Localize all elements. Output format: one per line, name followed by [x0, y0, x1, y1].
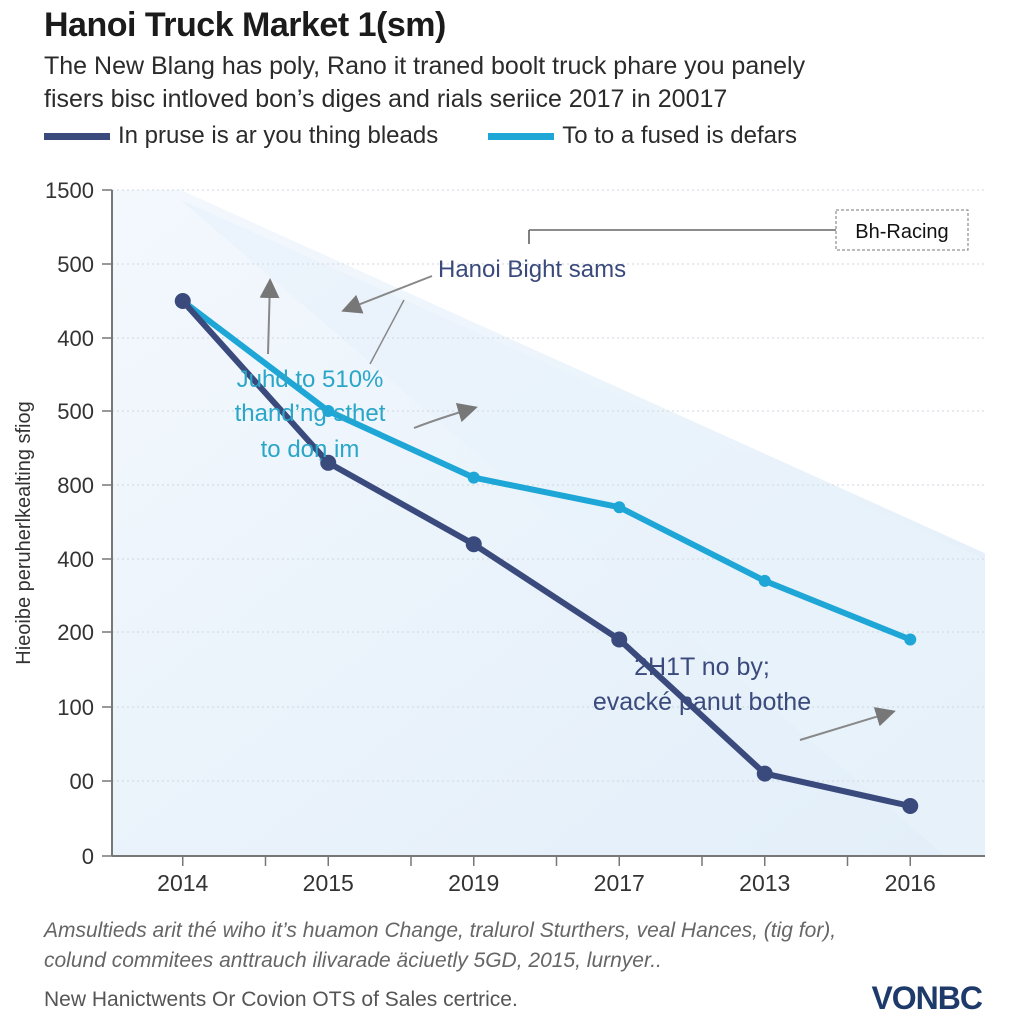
legend-item-series-1: In pruse is ar you thing bleads [44, 122, 438, 150]
data-point-series-2 [467, 471, 480, 484]
x-tick-label: 2014 [157, 870, 208, 896]
y-tick-label: 200 [57, 620, 94, 645]
publisher-logo: VONBC [871, 980, 983, 1016]
data-point-series-1 [320, 454, 337, 471]
data-point-series-2 [758, 574, 771, 587]
y-tick-label: 500 [57, 252, 94, 277]
plot-shade-band [180, 200, 985, 856]
annotation-juhd-line-2: thand’ng sthet [235, 400, 386, 427]
y-tick-label: 00 [70, 769, 94, 794]
annotation-juhd-line-3: to doṇ im [261, 436, 360, 463]
data-point-series-1 [465, 536, 482, 553]
annotation-leader-2 [369, 299, 405, 365]
subtitle-line-1: The New Blang has poly, Rano it traned b… [44, 52, 806, 80]
x-tick-label: 2017 [594, 870, 645, 896]
annotation-arrow-2 [413, 402, 478, 429]
y-axis-label: Hieoibe peruherlkealting sfiog [13, 401, 35, 665]
callout-box-label: Bh-Racing [855, 221, 948, 243]
legend-label-series-2: To to a fused is defars [562, 122, 797, 149]
legend-swatch-series-2 [488, 132, 555, 140]
data-point-series-1 [756, 765, 773, 782]
source-note: New Hanictwents Or Covion OTS of Sales c… [44, 988, 518, 1011]
y-tick-label: 500 [57, 399, 94, 424]
y-tick-label: 100 [57, 695, 94, 720]
x-tick-label: 2015 [303, 870, 354, 896]
data-point-series-1 [174, 293, 191, 309]
annotation-arrow-3 [799, 707, 896, 741]
legend-swatch-series-1 [44, 132, 110, 140]
annotation-2h1t-line-2: evacké panut bothe [593, 688, 811, 716]
legend-label-series-1: In pruse is ar you thing bleads [118, 122, 439, 149]
series-line-2 [180, 298, 912, 643]
y-tick-label: 400 [57, 547, 94, 572]
y-tick-label: 0 [82, 844, 94, 869]
callout-box [835, 209, 969, 251]
y-tick-label: 400 [57, 326, 94, 351]
data-point-series-2 [613, 501, 626, 514]
chart-subtitle: The New Blang has poly, Rano it traned b… [44, 50, 984, 116]
caption-line-1: Amsultieds arit thé wiho it’s huamon Cha… [44, 919, 837, 942]
x-tick-label: 2019 [448, 870, 499, 896]
y-tick-label: 1500 [45, 178, 94, 203]
x-tick-label: 2013 [739, 870, 790, 896]
subtitle-line-2: fisers bisc intloved bon’s diges and ria… [44, 85, 728, 113]
x-tick-label: 2016 [885, 870, 936, 896]
legend-item-series-2: To to a fused is defars [488, 122, 797, 150]
data-point-series-1 [902, 798, 919, 814]
annotation-arrow-1 [341, 275, 433, 314]
annotation-arrow-up [259, 278, 280, 355]
data-point-series-2 [904, 633, 917, 646]
y-tick-label: 800 [57, 473, 94, 498]
chart-caption: Amsultieds arit thé wiho it’s huamon Cha… [44, 916, 944, 976]
annotation-juhd-line-1: Juhd to 510% [237, 366, 384, 393]
annotation-hanoi-bight: Hanoi Bight sams [438, 256, 626, 283]
caption-line-2: colund commitees anttrauch ilivarade äci… [44, 949, 662, 972]
legend: In pruse is ar you thing bleads To to a … [44, 122, 847, 150]
chart-title: Hanoi Truck Market 1(sm) [44, 6, 446, 44]
data-point-series-1 [611, 631, 628, 648]
annotation-2h1t-line-1: 2H1T no by; [634, 653, 770, 681]
series-line-1 [180, 298, 911, 809]
data-point-series-2 [322, 405, 335, 417]
